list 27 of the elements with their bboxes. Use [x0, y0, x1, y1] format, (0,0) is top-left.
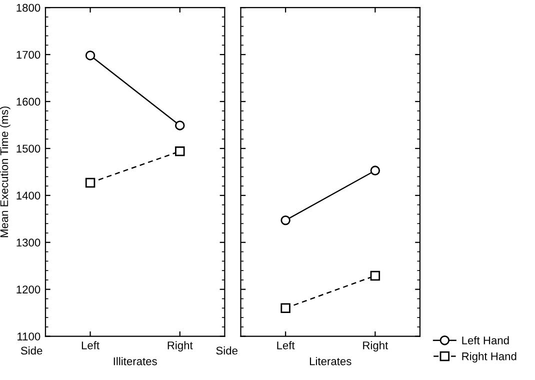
point: [280, 303, 290, 313]
y-tick-label: 1300: [16, 238, 40, 247]
point: [370, 166, 380, 176]
y-tick-label: 1700: [16, 50, 40, 59]
y-tick-label: 1600: [16, 98, 40, 106]
y-tick-label: 1800: [16, 4, 40, 12]
point: [280, 215, 290, 226]
point: [85, 50, 96, 60]
point: [175, 146, 185, 156]
x-tick-label: Left: [82, 341, 100, 350]
legend-label: Right Hand: [462, 352, 516, 362]
point: [370, 270, 380, 281]
y-tick-label: 1100: [18, 332, 40, 340]
x-tick-label: Right: [168, 341, 193, 352]
legend-label: Left Hand: [462, 336, 509, 344]
y-tick-label: 1200: [16, 286, 40, 294]
x-tick-label: Left: [277, 341, 295, 350]
y-tick-label: 1500: [16, 144, 40, 153]
y-tick-label: 1400: [16, 192, 40, 200]
point: [85, 178, 96, 188]
x-axis-title: Literates: [310, 357, 352, 366]
x-tick-label: Right: [363, 341, 388, 352]
text: Side: [216, 346, 238, 355]
text: Side: [20, 346, 42, 355]
point: [175, 120, 185, 130]
y-axis-title: Mean Execution Time (ms): [0, 106, 10, 238]
x-axis-title: Illiterates: [114, 357, 157, 366]
